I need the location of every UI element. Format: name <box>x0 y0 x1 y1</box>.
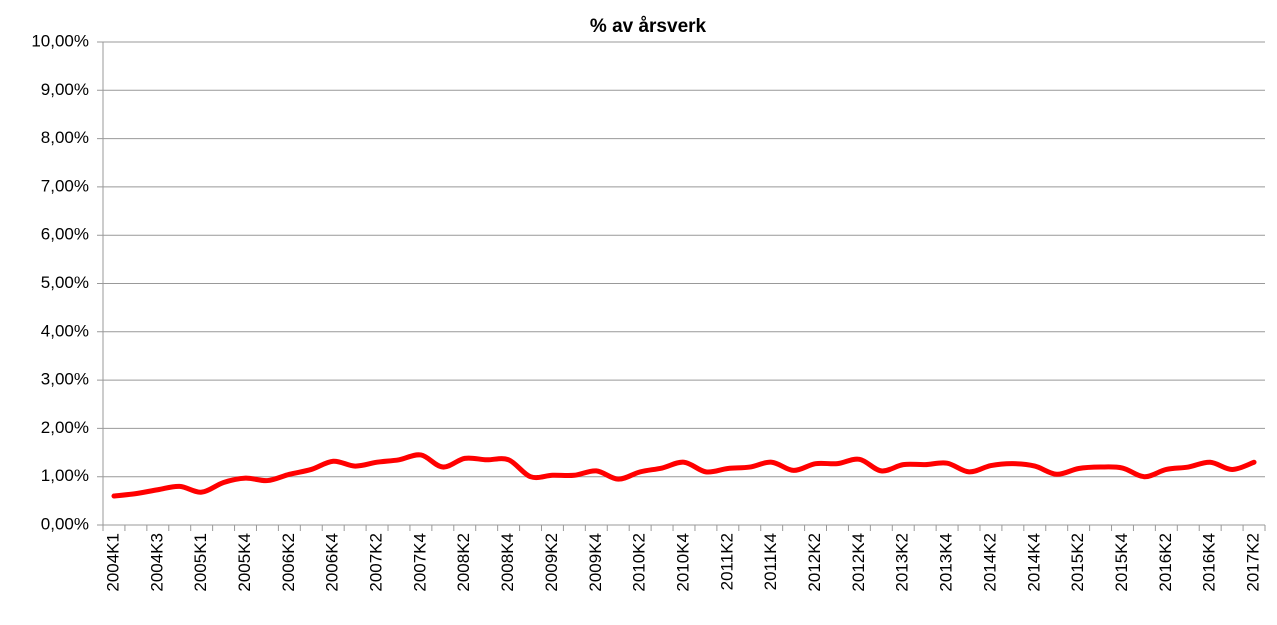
y-tick-label: 6,00% <box>41 225 89 244</box>
y-tick-label: 10,00% <box>31 31 89 50</box>
y-tick-label: 5,00% <box>41 273 89 292</box>
x-tick-label: 2011K2 <box>717 533 736 590</box>
x-tick-label: 2007K4 <box>410 533 429 592</box>
x-tick-label: 2009K2 <box>542 533 561 592</box>
y-tick-label: 1,00% <box>41 466 89 485</box>
x-tick-label: 2016K2 <box>1156 533 1175 592</box>
x-tick-label: 2005K1 <box>191 533 210 592</box>
x-tick-label: 2008K2 <box>454 533 473 592</box>
y-tick-label: 7,00% <box>41 176 89 195</box>
x-tick-label: 2009K4 <box>586 533 605 592</box>
x-tick-label: 2006K4 <box>323 533 342 592</box>
x-tick-label: 2011K4 <box>761 533 780 590</box>
x-tick-label: 2013K2 <box>893 533 912 592</box>
x-tick-label: 2012K4 <box>849 533 868 592</box>
x-tick-label: 2016K4 <box>1200 533 1219 592</box>
x-tick-label: 2006K2 <box>279 533 298 592</box>
y-tick-label: 2,00% <box>41 418 89 437</box>
x-tick-label: 2010K4 <box>673 533 692 592</box>
x-tick-label: 2004K1 <box>103 533 122 592</box>
y-tick-label: 3,00% <box>41 370 89 389</box>
x-tick-label: 2005K4 <box>235 533 254 592</box>
x-tick-label: 2013K4 <box>937 533 956 592</box>
line-series <box>111 452 1257 499</box>
x-tick-label: 2014K2 <box>980 533 999 592</box>
x-tick-label: 2012K2 <box>805 533 824 592</box>
x-tick-label: 2017K2 <box>1244 533 1263 592</box>
x-tick-label: 2014K4 <box>1024 533 1043 592</box>
y-tick-label: 4,00% <box>41 321 89 340</box>
y-tick-label: 0,00% <box>41 514 89 533</box>
x-tick-label: 2007K2 <box>367 533 386 592</box>
x-tick-label: 2004K3 <box>147 533 166 592</box>
x-tick-label: 2015K2 <box>1068 533 1087 592</box>
x-tick-label: 2010K2 <box>630 533 649 592</box>
chart-title: % av årsverk <box>590 16 707 37</box>
x-tick-label: 2015K4 <box>1112 533 1131 592</box>
x-tick-label: 2008K4 <box>498 533 517 592</box>
y-tick-label: 8,00% <box>41 128 89 147</box>
y-tick-label: 9,00% <box>41 80 89 99</box>
